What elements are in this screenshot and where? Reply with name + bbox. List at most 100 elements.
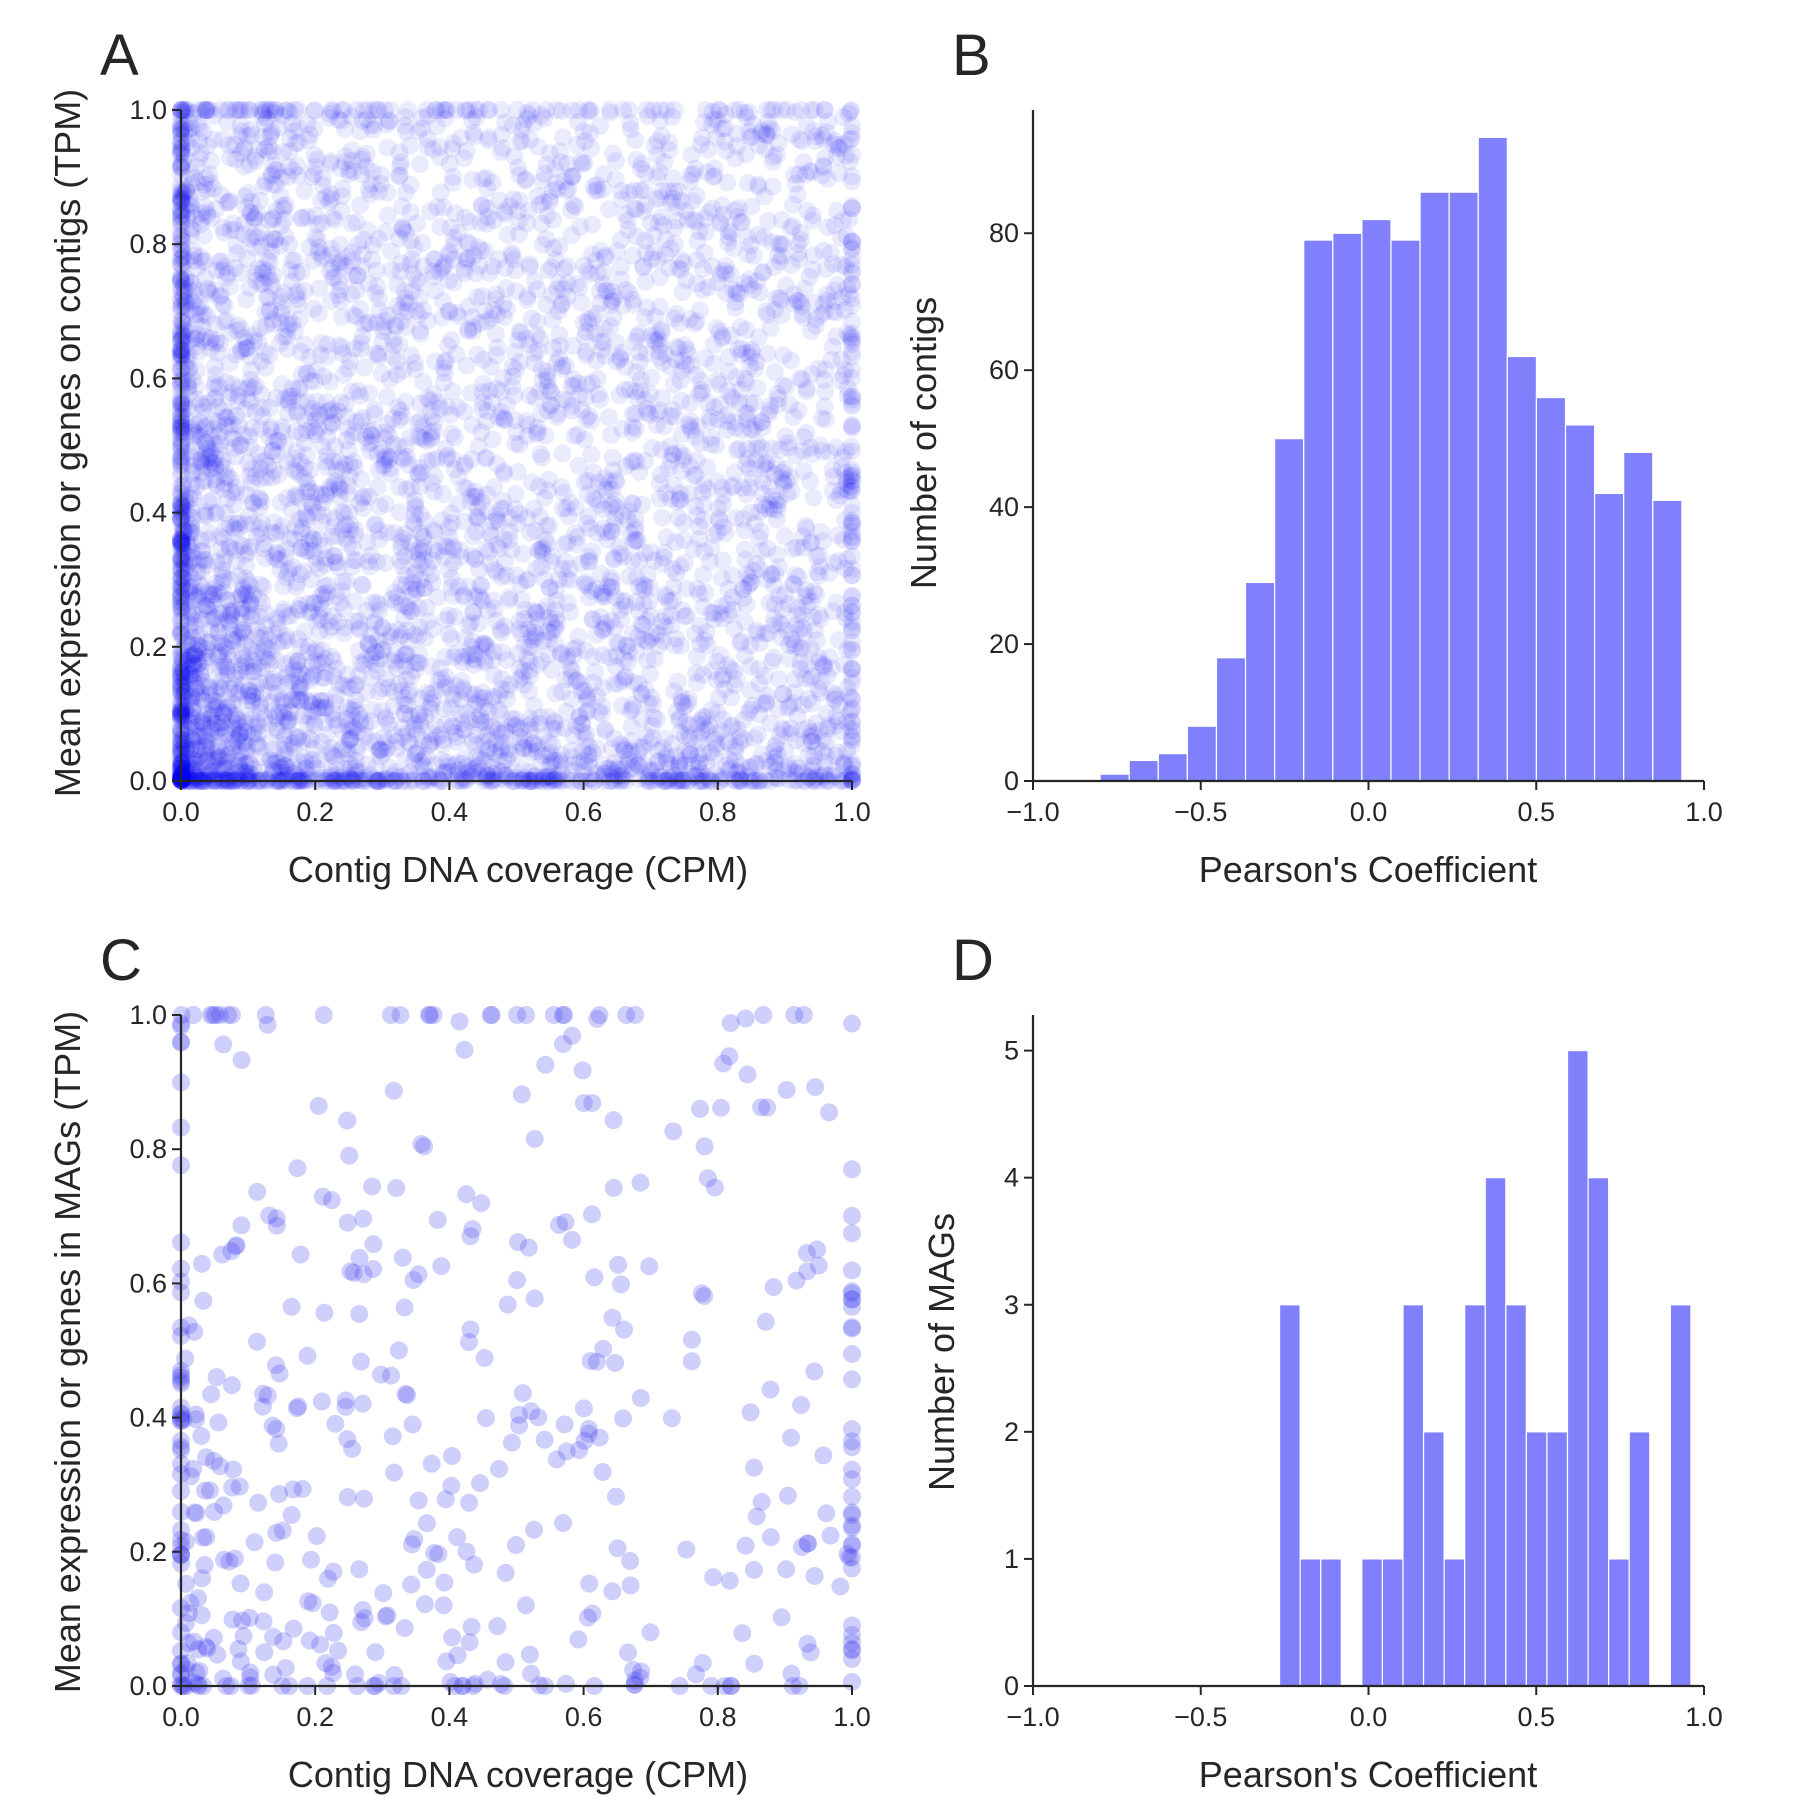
panel-a-point <box>420 736 439 755</box>
panel-a-point <box>241 203 260 222</box>
panel-a-point <box>231 101 250 119</box>
panel-a-point <box>299 479 318 498</box>
panel-a-point <box>648 168 667 187</box>
panel-a-point <box>208 749 227 768</box>
panel-a-point <box>230 682 249 701</box>
panel-a-point <box>728 720 747 739</box>
panel-a-point <box>278 563 297 582</box>
panel-a-point <box>436 101 455 120</box>
panel-a-point <box>531 381 550 400</box>
panel-a-point <box>773 600 792 619</box>
panel-a-point <box>539 734 558 753</box>
panel-a-point <box>405 716 424 735</box>
panel-a-point <box>694 475 713 494</box>
panel-a-point <box>843 419 861 438</box>
panel-a-point <box>527 325 546 344</box>
panel-a-point <box>218 645 237 664</box>
panel-a-point <box>835 301 854 320</box>
panel-a-point <box>612 696 631 715</box>
panel-a-point <box>402 250 421 269</box>
panel-a-point <box>574 313 593 332</box>
panel-a-point <box>823 602 842 621</box>
panel-a-point <box>268 543 287 562</box>
panel-a-point <box>179 651 198 670</box>
panel-a-point <box>235 101 254 119</box>
panel-a-point <box>630 343 649 362</box>
panel-a-point <box>214 703 233 722</box>
panel-a-point <box>346 423 365 442</box>
panel-a-point <box>621 701 640 720</box>
panel-a-point <box>434 485 453 504</box>
panel-a-point <box>716 283 735 302</box>
panel-a-point <box>786 174 805 193</box>
panel-a-point <box>549 302 568 321</box>
panel-a-point <box>650 474 669 493</box>
panel-a-point <box>361 184 380 203</box>
panel-a-point <box>175 321 194 340</box>
panel-a-point <box>826 303 845 322</box>
panel-a-point <box>359 180 378 199</box>
panel-a-point <box>173 329 192 348</box>
panel-a-point <box>463 602 482 621</box>
panel-a-point <box>645 331 664 350</box>
panel-a-point <box>254 577 273 596</box>
panel-a-point <box>650 297 669 316</box>
panel-a-point <box>665 182 684 201</box>
panel-a-point <box>203 611 222 630</box>
panel-a-point <box>670 489 689 508</box>
panel-a-point <box>645 650 664 669</box>
panel-a-point <box>578 262 597 281</box>
panel-a-point <box>573 723 592 742</box>
panel-a-point <box>392 595 411 614</box>
panel-a-point <box>785 165 804 184</box>
panel-a-point <box>745 729 764 748</box>
panel-a-point <box>560 571 579 590</box>
panel-a-point <box>412 689 431 708</box>
panel-a-point <box>464 246 483 265</box>
panel-a-point <box>467 108 486 127</box>
panel-a-point <box>465 127 484 146</box>
panel-a-point <box>187 587 206 606</box>
panel-a-point <box>193 397 212 416</box>
panel-a-point <box>401 255 420 274</box>
panel-a-point <box>325 509 344 528</box>
panel-a-point <box>617 637 636 656</box>
panel-a-point <box>422 430 441 449</box>
panel-a-point <box>497 750 516 769</box>
panel-a-point <box>305 146 324 165</box>
panel-a-point <box>308 215 327 234</box>
panel-a-point <box>763 439 782 458</box>
panel-a-point <box>205 714 224 733</box>
panel-a-point <box>257 468 276 487</box>
panel-a-point <box>687 673 706 692</box>
panel-a-point <box>174 525 193 544</box>
panel-a-point <box>418 389 437 408</box>
panel-a-point <box>828 275 847 294</box>
panel-a-point <box>425 523 444 542</box>
panel-a-point <box>395 609 414 628</box>
panel-a-point <box>627 200 646 219</box>
panel-a-point <box>644 695 663 714</box>
panel-a-point <box>377 423 396 442</box>
panel-a-point <box>562 401 581 420</box>
panel-a-point <box>205 390 224 409</box>
panel-a-point <box>533 538 552 557</box>
panel-a-point <box>674 513 693 532</box>
panel-a-point <box>697 623 716 642</box>
panel-a-point <box>460 101 479 119</box>
panel-a-point <box>791 653 810 672</box>
panel-a-point <box>693 383 712 402</box>
panel-a-point <box>255 140 274 159</box>
panel-a-point <box>698 480 717 499</box>
panel-a-point <box>214 761 233 780</box>
panel-a-point <box>782 125 801 144</box>
panel-a-point <box>702 603 721 622</box>
panel-a-point <box>321 743 340 762</box>
panel-a-point <box>303 654 322 673</box>
panel-a-point <box>182 175 201 194</box>
panel-a-point <box>832 481 851 500</box>
panel-a-point <box>746 754 765 773</box>
panel-a-point <box>330 235 349 254</box>
panel-a-point <box>841 102 860 121</box>
panel-a-point <box>740 459 759 478</box>
